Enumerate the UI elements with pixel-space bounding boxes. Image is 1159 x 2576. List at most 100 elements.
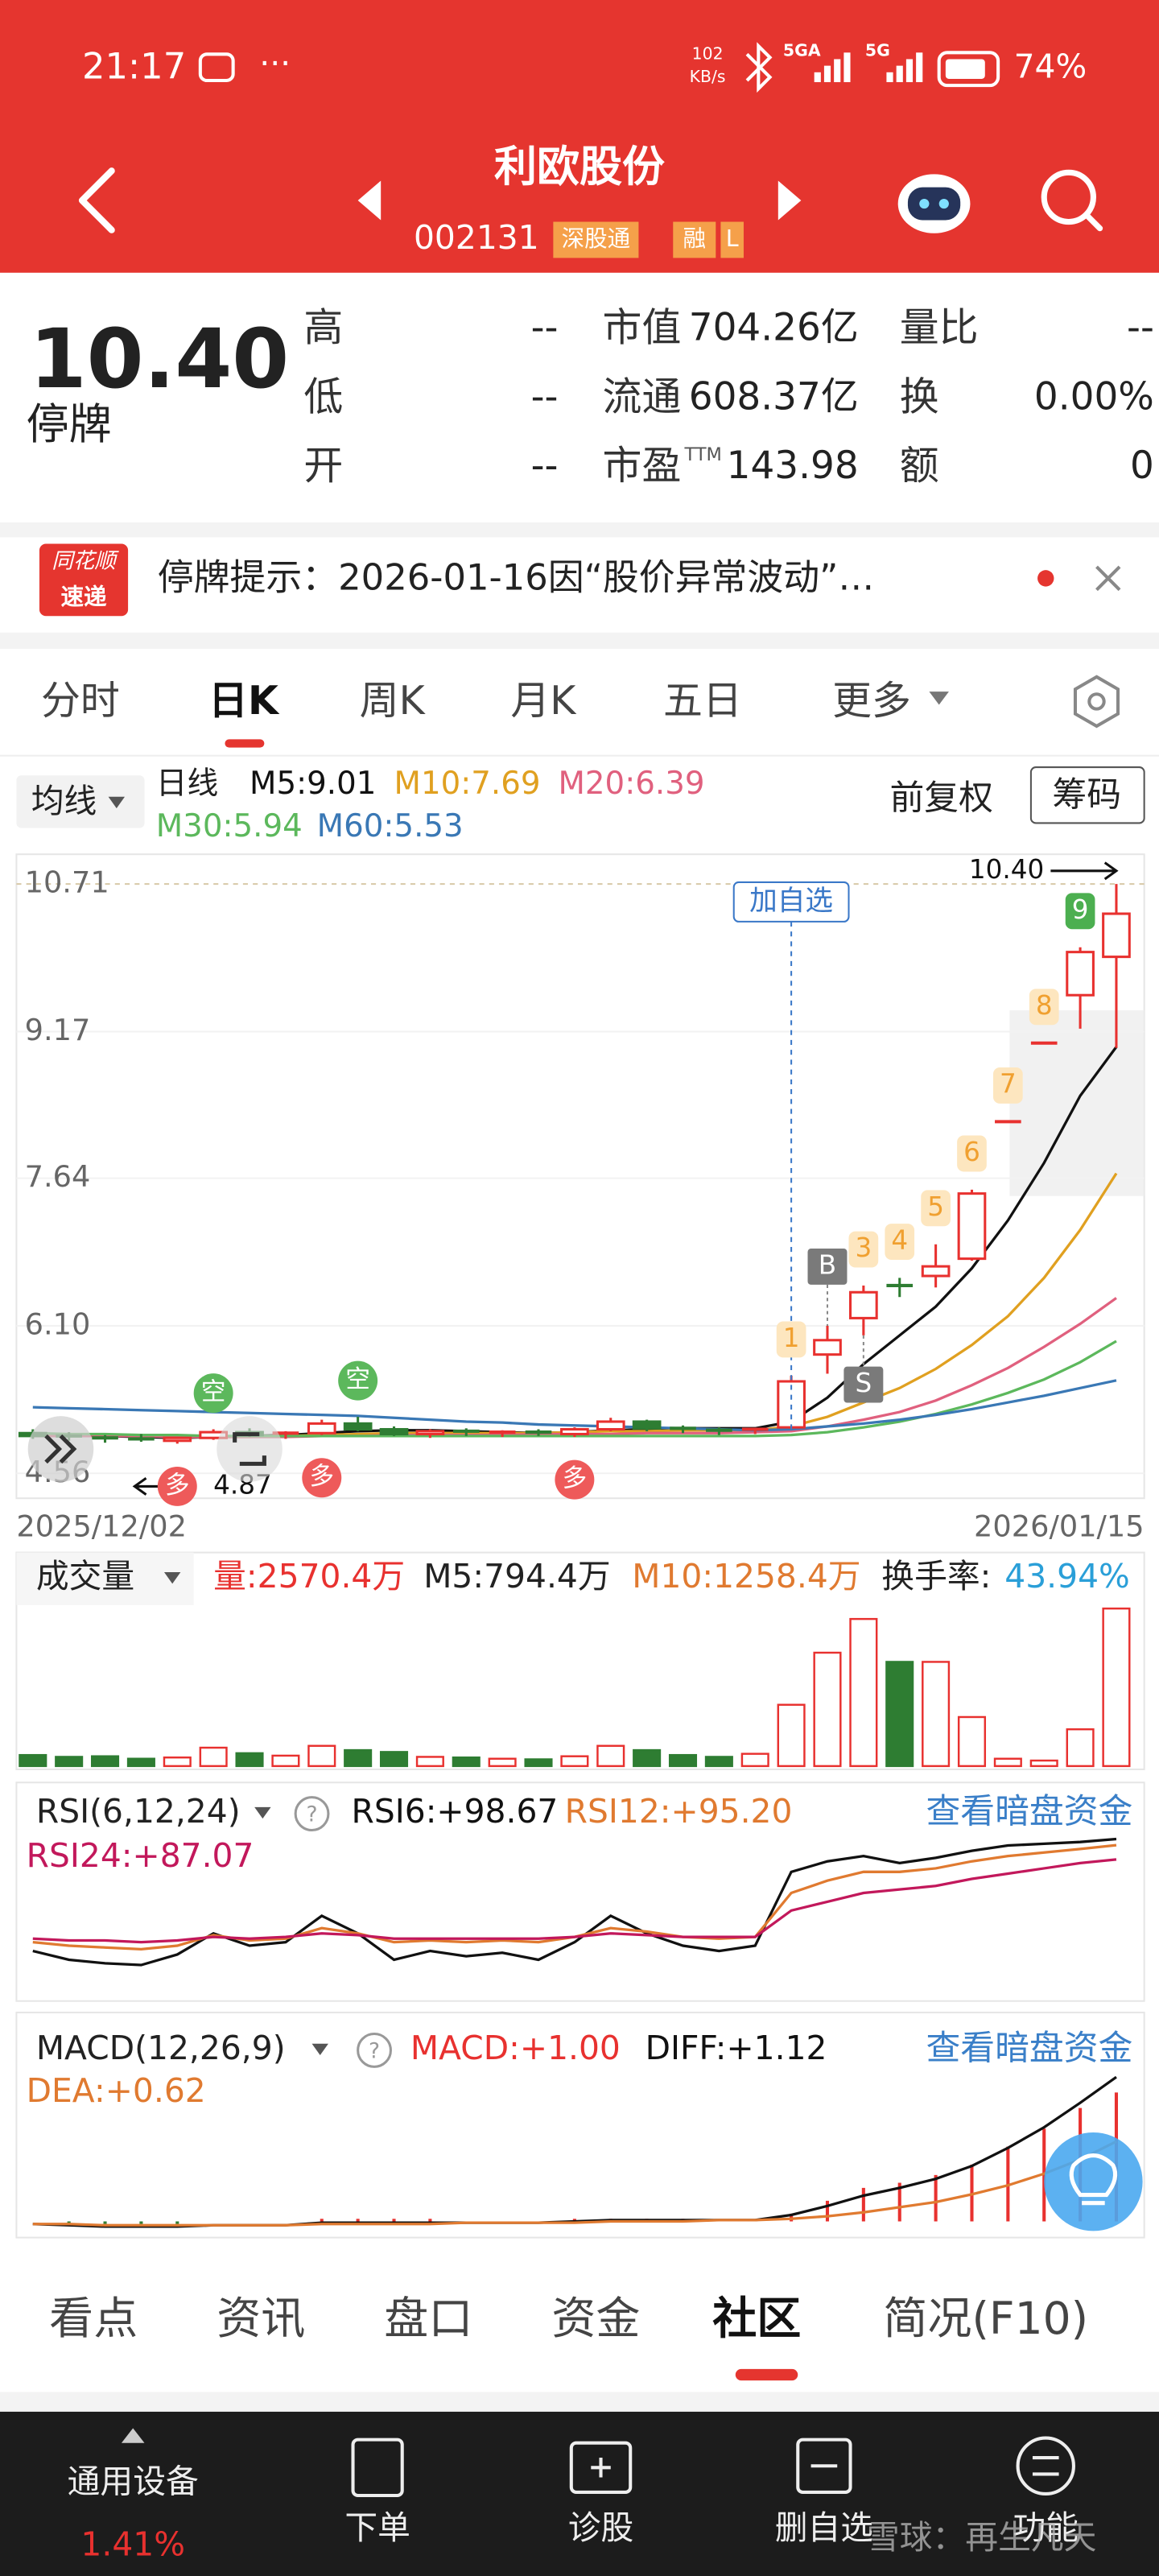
quote-fields: 高 -- 市值 704.26亿 量比 -- 低 -- 流通 608.37亿换 0.00% 开 -- 市盈 1… bbox=[303, 305, 1154, 489]
robot-eye bbox=[919, 198, 930, 209]
back-button[interactable] bbox=[78, 167, 115, 233]
net-speed: 102 bbox=[692, 43, 724, 63]
ttm: TTM bbox=[684, 444, 722, 465]
more-arrow bbox=[929, 691, 949, 705]
help-icon[interactable] bbox=[294, 1796, 330, 1831]
prev-stock[interactable] bbox=[357, 180, 382, 221]
bluetooth-icon bbox=[745, 42, 773, 93]
period-tab[interactable]: 五日 bbox=[663, 678, 742, 724]
period-tab[interactable]: 更多 bbox=[832, 678, 911, 724]
help-icon[interactable] bbox=[357, 2033, 392, 2068]
count-label: 3 bbox=[855, 1232, 872, 1263]
crop-button[interactable] bbox=[217, 1416, 283, 1482]
bottom-tab[interactable]: 简况(F10) bbox=[883, 2293, 1088, 2344]
tab-indicator bbox=[225, 739, 265, 748]
volume-bar bbox=[813, 1651, 842, 1768]
battery-level bbox=[945, 59, 985, 79]
bottom-tab[interactable]: 资金 bbox=[551, 2293, 640, 2344]
volume-bar bbox=[524, 1758, 553, 1768]
rsi-legend: RSI6:+98.67 bbox=[351, 1792, 558, 1831]
ma-legend: M20:6.39 bbox=[558, 766, 704, 802]
rsi-chart: RSI6:+98.67 RSI12:+95.20 RSI24:+87.07 bbox=[27, 1792, 1117, 1967]
signal-marker-label: 多 bbox=[563, 1465, 588, 1493]
price-chart: 10.719.177.646.104.562025/12/022026/01/1… bbox=[16, 854, 1145, 1543]
period-tab[interactable]: 日K bbox=[208, 678, 280, 724]
rsi-frame bbox=[15, 1781, 1145, 2002]
watch-box[interactable] bbox=[732, 881, 850, 923]
volume-bar bbox=[55, 1756, 84, 1768]
period-tab[interactable]: 分时 bbox=[41, 678, 120, 724]
volume-bar bbox=[885, 1661, 914, 1768]
x-tick-label: 2026/01/15 bbox=[974, 1509, 1145, 1543]
candle-body bbox=[307, 1422, 336, 1435]
field-value: -- bbox=[531, 306, 559, 350]
nav-item[interactable]: 删自选 bbox=[775, 2508, 873, 2547]
count-badge bbox=[848, 1231, 879, 1268]
field-value: -- bbox=[531, 444, 559, 488]
volume-bar bbox=[849, 1617, 878, 1768]
tag-bg bbox=[673, 221, 716, 258]
notice-text[interactable]: 停牌提示：2026-01-16因“股价异常波动”… bbox=[158, 555, 874, 598]
bottom-tab[interactable]: 社区 bbox=[712, 2293, 801, 2344]
search-icon[interactable] bbox=[1041, 169, 1096, 225]
x-tick-label: 2025/12/02 bbox=[16, 1509, 187, 1543]
volume-bar bbox=[1066, 1728, 1095, 1768]
next-stock[interactable] bbox=[777, 180, 802, 221]
candle-body bbox=[163, 1436, 192, 1443]
volume-bar bbox=[235, 1752, 264, 1768]
settings-icon[interactable] bbox=[1073, 675, 1120, 729]
chips-button[interactable] bbox=[1029, 766, 1145, 824]
candle-body bbox=[560, 1427, 589, 1435]
signal-marker bbox=[193, 1373, 233, 1414]
nav-item[interactable]: 下单 bbox=[344, 2508, 410, 2547]
rsi-legend: RSI12:+95.20 bbox=[565, 1792, 793, 1831]
volume-chart: 量:2570.4万 M5:794.4万 M10:1258.4万 换手率: 43.94% bbox=[19, 1557, 1131, 1768]
diagnose-plus bbox=[591, 2458, 611, 2478]
bottom-tab[interactable]: 看点 bbox=[49, 2293, 138, 2344]
period-tab[interactable]: 月K bbox=[510, 678, 577, 724]
tag-bg bbox=[720, 221, 744, 258]
rsi-title[interactable]: RSI(6,12,24) bbox=[36, 1792, 241, 1831]
volume-bar bbox=[740, 1752, 769, 1768]
watermark: 雪球：再生凡天 bbox=[867, 2518, 1096, 2557]
diagnose-icon bbox=[569, 2441, 633, 2494]
close-notice[interactable] bbox=[1095, 565, 1121, 592]
candle-body bbox=[379, 1427, 409, 1435]
order-icon bbox=[351, 2438, 404, 2498]
adjust[interactable]: 前复权 bbox=[889, 778, 992, 818]
last-price-label: 10.40 bbox=[969, 854, 1044, 885]
volume-button[interactable] bbox=[16, 1552, 194, 1605]
period-tab[interactable]: 周K bbox=[360, 678, 427, 724]
volume-title: 成交量 bbox=[36, 1557, 134, 1596]
bottom-tab[interactable]: 盘口 bbox=[384, 2293, 472, 2344]
net-unit: KB/s bbox=[690, 67, 726, 86]
dark-pool-link[interactable]: 查看暗盘资金 bbox=[926, 1792, 1132, 1832]
count-badge bbox=[957, 1135, 987, 1172]
logo-top: 同花顺 bbox=[52, 548, 119, 573]
dark-pool-link[interactable]: 查看暗盘资金 bbox=[926, 2028, 1132, 2068]
volume-bar bbox=[704, 1756, 733, 1768]
field-label: 换 bbox=[900, 374, 939, 419]
signal-marker bbox=[555, 1459, 595, 1500]
candle-body bbox=[813, 1339, 842, 1356]
assist-bulb[interactable] bbox=[1044, 2132, 1143, 2231]
macd-title[interactable]: MACD(12,26,9) bbox=[36, 2029, 286, 2067]
count-label: 7 bbox=[1000, 1068, 1017, 1099]
tag-bg bbox=[553, 221, 639, 258]
ma-button[interactable] bbox=[16, 775, 145, 828]
field-value: 0.00% bbox=[1034, 374, 1154, 419]
macd-line bbox=[32, 2140, 1117, 2227]
assistant-icon[interactable] bbox=[897, 174, 971, 233]
signal-marker bbox=[157, 1466, 197, 1506]
nav-item[interactable]: 功能 bbox=[1013, 2508, 1079, 2547]
bottom-tab[interactable]: 资讯 bbox=[217, 2293, 305, 2344]
menu-lines bbox=[1032, 2456, 1059, 2476]
sector[interactable]: 通用设备 bbox=[68, 2462, 199, 2501]
candle-body bbox=[849, 1290, 878, 1319]
nav-item[interactable]: 诊股 bbox=[568, 2508, 634, 2547]
price-frame bbox=[15, 853, 1145, 1500]
count-badge bbox=[1065, 893, 1095, 930]
field-value: 0 bbox=[1130, 444, 1154, 488]
signal2 bbox=[886, 52, 923, 83]
remove-icon bbox=[796, 2438, 852, 2494]
